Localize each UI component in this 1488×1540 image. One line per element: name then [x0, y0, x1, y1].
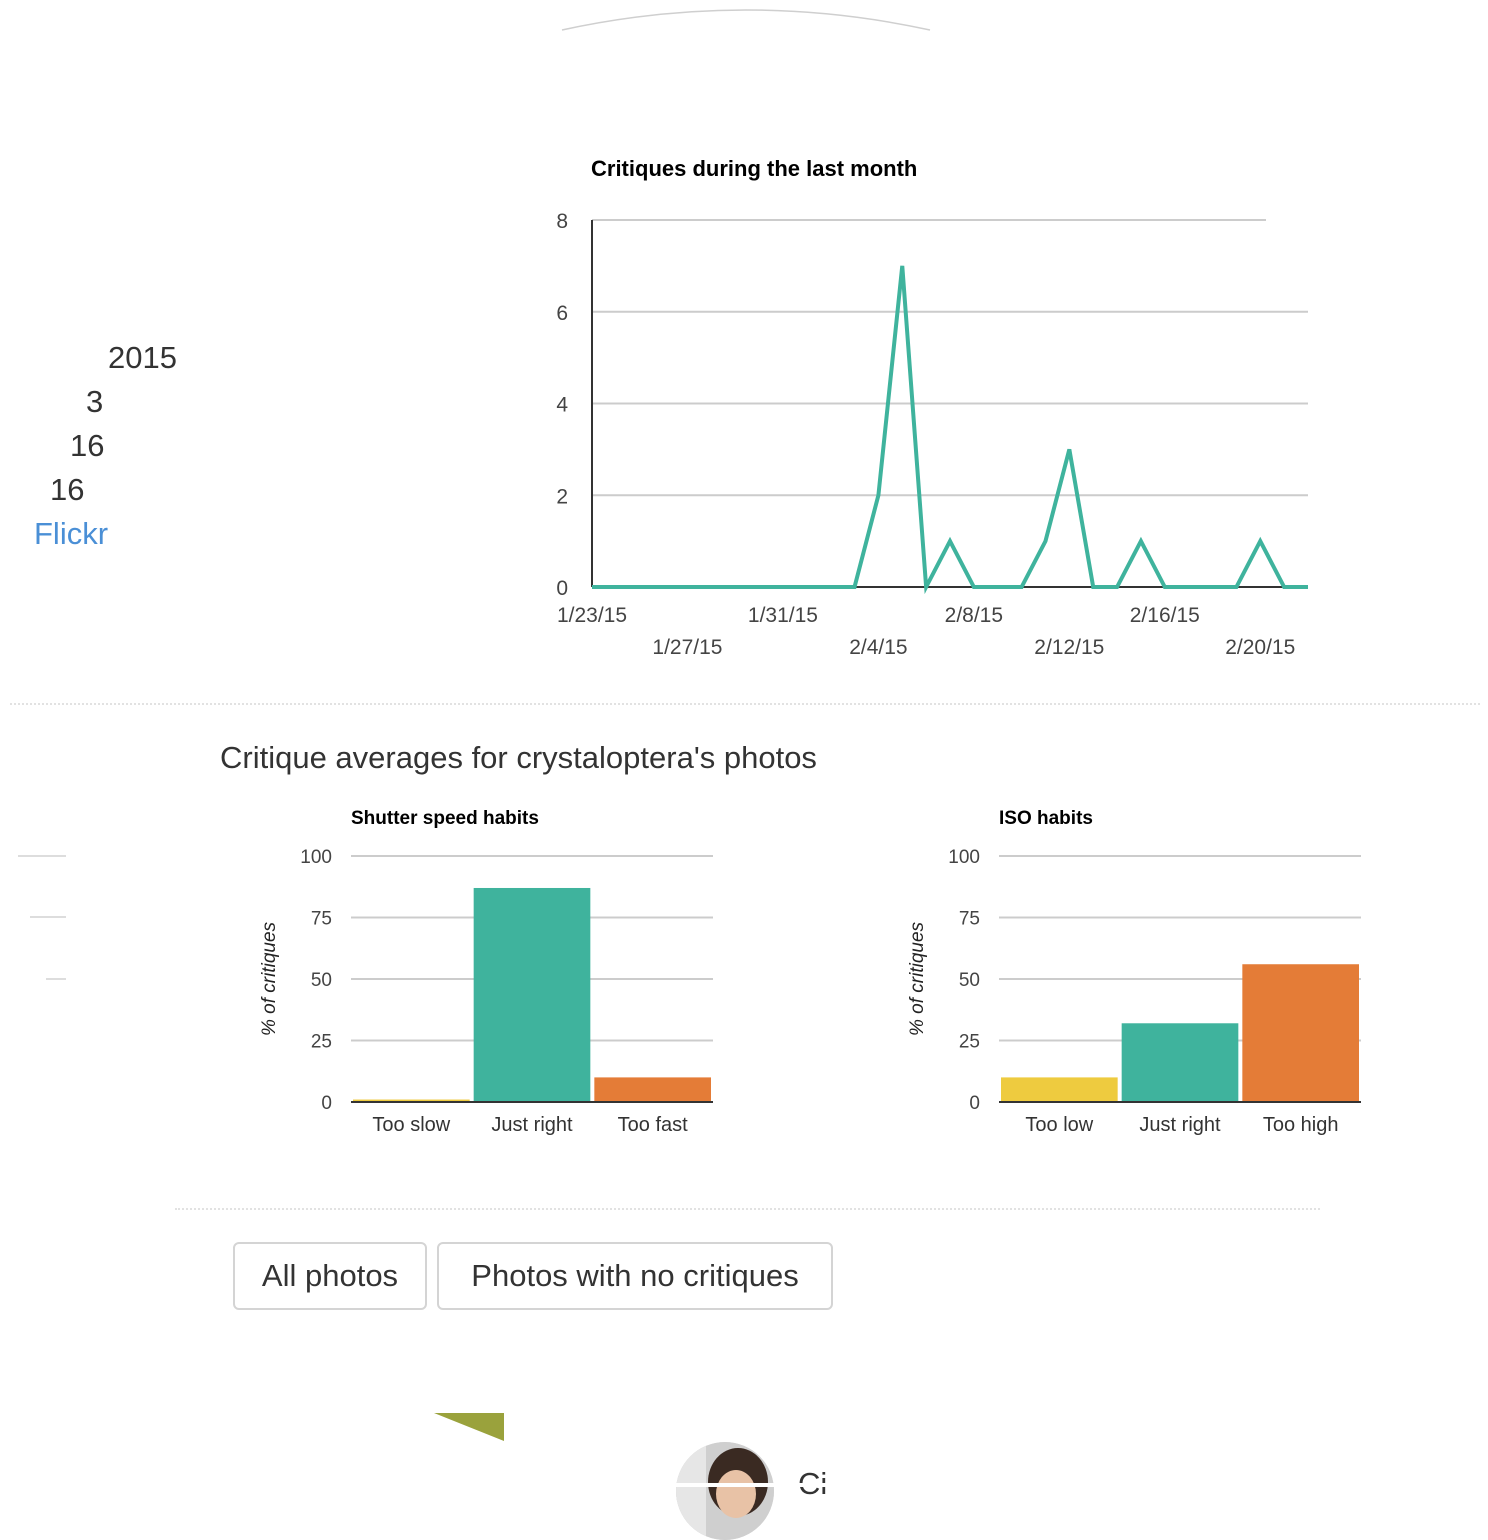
x-tick-label: Too high [1263, 1114, 1339, 1136]
photo-thumbnail-corner [434, 1413, 504, 1441]
x-tick-label: Too fast [618, 1114, 688, 1136]
x-tick-label: 2/16/15 [1130, 604, 1200, 627]
y-tick-label: 0 [969, 1093, 980, 1114]
y-tick-label: 25 [311, 1032, 332, 1053]
y-tick-label: 100 [300, 847, 332, 868]
section-divider [10, 703, 1480, 705]
x-tick-label: Just right [1139, 1114, 1221, 1136]
avatar[interactable] [676, 1442, 774, 1540]
stat-value-3: 16 [50, 472, 84, 508]
all-photos-button[interactable]: All photos [233, 1242, 427, 1310]
bar [1242, 964, 1359, 1102]
no-critiques-button[interactable]: Photos with no critiques [437, 1242, 833, 1310]
x-tick-label: 2/8/15 [945, 604, 1003, 627]
chart-title: Shutter speed habits [351, 808, 539, 829]
avatar-image [676, 1442, 774, 1540]
y-tick-label: 2 [556, 485, 568, 508]
x-tick-label: 1/27/15 [652, 636, 722, 659]
y-tick-label: 50 [959, 970, 980, 991]
y-axis-label: % of critiques [907, 921, 928, 1036]
y-tick-label: 0 [556, 577, 568, 600]
chart-title: Critiques during the last month [591, 156, 917, 181]
iso-habits-chart: ISO habits 0 25 50 75 100 % of critiques Too lo… [898, 800, 1378, 1150]
clipped-gridline [30, 916, 66, 918]
stat-year: 2015 [108, 340, 177, 376]
stat-value-1: 3 [86, 384, 103, 420]
clipped-gridline [46, 978, 66, 980]
flickr-link[interactable]: Flickr [34, 516, 108, 552]
bar [1122, 1023, 1239, 1102]
top-arc-decoration [560, 4, 932, 34]
x-tick-label: 1/31/15 [748, 604, 818, 627]
x-tick-label: 2/20/15 [1225, 636, 1295, 659]
section-divider-2 [175, 1208, 1320, 1210]
x-tick-label: 2/4/15 [849, 636, 907, 659]
bar [594, 1077, 711, 1102]
y-tick-label: 8 [556, 210, 568, 233]
shutter-speed-chart: Shutter speed habits 0 25 50 75 100 % of criti… [250, 800, 730, 1150]
y-tick-label: 50 [311, 970, 332, 991]
critiques-line-chart: Critiques during the last month 0 2 4 6 8 1/23… [540, 150, 1330, 680]
y-tick-label: 0 [321, 1093, 332, 1114]
clipped-gridline [18, 855, 66, 857]
y-tick-label: 6 [556, 302, 568, 325]
bar [474, 888, 591, 1102]
y-tick-label: 4 [556, 394, 568, 417]
bar [1001, 1077, 1118, 1102]
x-tick-label: 2/12/15 [1034, 636, 1104, 659]
bottom-clip [0, 1483, 1488, 1487]
y-tick-label: 75 [311, 909, 332, 930]
chart-title: ISO habits [999, 808, 1093, 829]
y-tick-label: 100 [948, 847, 980, 868]
y-tick-label: 25 [959, 1032, 980, 1053]
x-tick-label: Too slow [372, 1114, 450, 1136]
stat-value-2: 16 [70, 428, 104, 464]
section-title: Critique averages for crystaloptera's ph… [220, 740, 817, 776]
x-tick-label: Just right [491, 1114, 573, 1136]
y-tick-label: 75 [959, 909, 980, 930]
x-tick-label: 1/23/15 [557, 604, 627, 627]
y-axis-label: % of critiques [259, 921, 280, 1036]
series-line [592, 266, 1308, 587]
x-tick-label: Too low [1025, 1114, 1093, 1136]
